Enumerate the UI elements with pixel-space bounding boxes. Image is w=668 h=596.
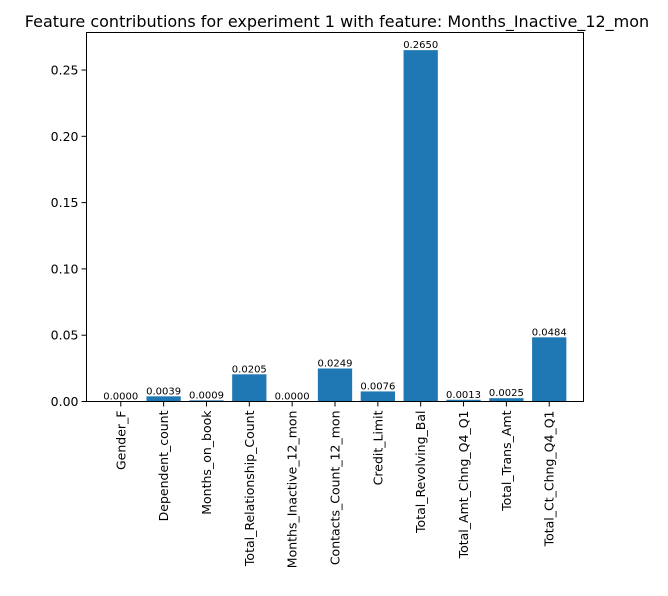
y-tick-label: 0.10 (51, 261, 79, 276)
x-tick-label: Credit_Limit (370, 410, 385, 485)
y-tick-label: 0.05 (51, 328, 79, 343)
bar-value-label: 0.0249 (318, 358, 353, 369)
bar-Contacts_Count_12_mon (317, 368, 353, 402)
bar-Dependent_count (146, 396, 181, 402)
bars-group (146, 50, 567, 402)
bar-value-label: 0.0013 (446, 390, 481, 401)
bar-value-label: 0.0009 (189, 390, 224, 401)
y-tick-label: 0.00 (51, 394, 79, 409)
x-tick-label: Total_Trans_Amt (499, 410, 514, 511)
x-tick-label: Contacts_Count_12_mon (328, 411, 343, 566)
bar-value-label: 0.2650 (403, 40, 438, 51)
y-axis: 0.00 0.05 0.10 0.15 0.20 0.25 (51, 63, 87, 409)
bar-Credit_Limit (360, 391, 395, 402)
x-tick-label: Months_on_book (199, 410, 214, 515)
chart-title: Feature contributions for experiment 1 w… (25, 12, 649, 32)
x-tick-label: Total_Ct_Chng_Q4_Q1 (542, 411, 557, 548)
bar-Total_Trans_Amt (489, 398, 524, 402)
bar-value-label: 0.0039 (146, 386, 181, 397)
x-tick-label: Months_Inactive_12_mon (285, 411, 300, 569)
bar-Total_Revolving_Bal (403, 50, 438, 402)
y-tick-label: 0.15 (51, 195, 79, 210)
bar-value-label: 0.0205 (232, 364, 267, 375)
x-tick-label: Total_Amt_Chng_Q4_Q1 (456, 411, 471, 560)
y-tick-label: 0.20 (51, 129, 79, 144)
bar-value-label: 0.0076 (360, 381, 395, 392)
y-tick-label: 0.25 (51, 63, 79, 78)
x-axis: Gender_F Dependent_count Months_on_book Tot… (113, 401, 557, 569)
bar-value-label: 0.0025 (489, 388, 524, 399)
bar-value-label: 0.0484 (532, 327, 567, 338)
bar-Total_Ct_Chng_Q4_Q1 (532, 337, 567, 402)
plot-frame (86, 32, 584, 402)
x-tick-label: Dependent_count (156, 410, 171, 521)
bar-Total_Amt_Chng_Q4_Q1 (446, 399, 481, 402)
x-tick-label: Gender_F (113, 411, 128, 471)
bar-value-label: 0.0000 (103, 392, 138, 403)
bar-labels-group: 0.0000 0.0039 0.0009 0.0205 0.0000 0.0249 0.00… (103, 40, 566, 402)
bar-Total_Relationship_Count (232, 374, 267, 402)
bar-Months_on_book (189, 400, 224, 402)
x-tick-label: Total_Relationship_Count (242, 410, 257, 567)
bar-value-label: 0.0000 (275, 392, 310, 403)
x-tick-label: Total_Revolving_Bal (413, 411, 428, 534)
